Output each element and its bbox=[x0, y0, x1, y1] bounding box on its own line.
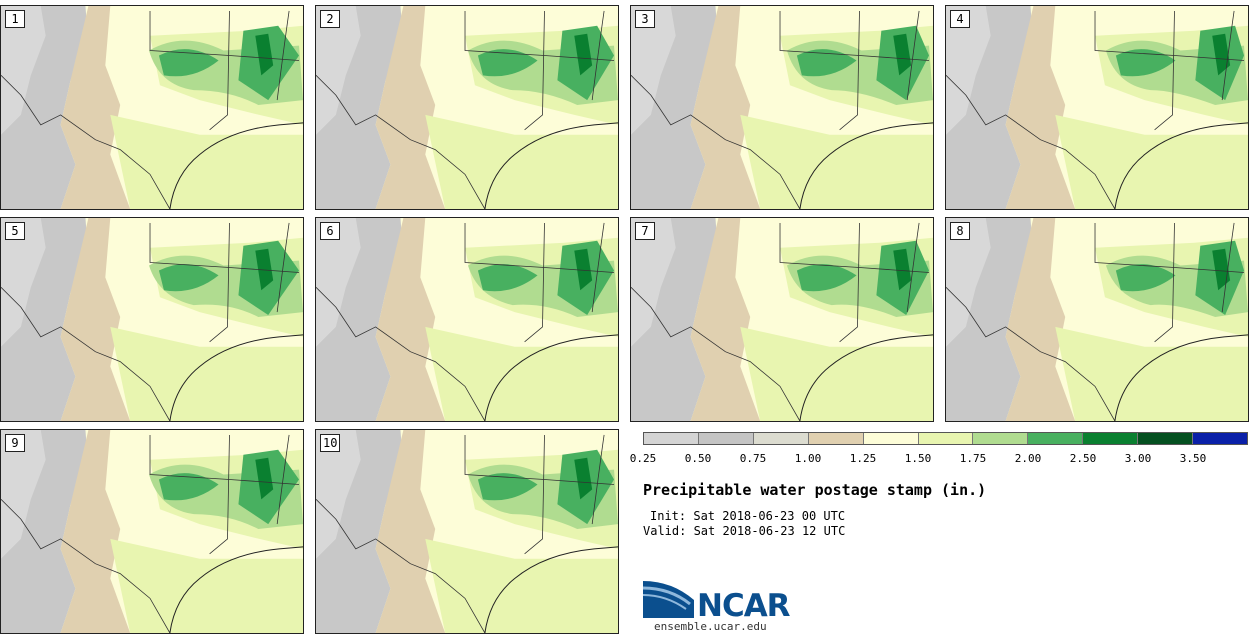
panel-number: 4 bbox=[950, 10, 970, 28]
colorbar-tick-label: 1.75 bbox=[959, 452, 987, 465]
colorbar-tick-label: 0.75 bbox=[739, 452, 767, 465]
map-panel: 7 bbox=[630, 217, 934, 422]
init-time: Init: Sat 2018-06-23 00 UTC bbox=[650, 509, 846, 523]
map-panel: 5 bbox=[0, 217, 304, 422]
page-title: Precipitable water postage stamp (in.) bbox=[643, 481, 987, 499]
panel-number: 1 bbox=[5, 10, 25, 28]
colorbar-tick-label: 1.50 bbox=[904, 452, 932, 465]
colorbar-segment bbox=[1028, 433, 1084, 444]
ncar-logo-text: NCAR bbox=[697, 588, 791, 624]
colorbar-segment bbox=[918, 433, 974, 444]
precip-water-map bbox=[946, 6, 1248, 209]
colorbar-tick-label: 3.50 bbox=[1179, 452, 1207, 465]
panel-number: 5 bbox=[5, 222, 25, 240]
colorbar-segment bbox=[808, 433, 864, 444]
precip-water-map bbox=[316, 218, 618, 421]
colorbar-segment bbox=[698, 433, 754, 444]
panel-number: 6 bbox=[320, 222, 340, 240]
map-panel: 8 bbox=[945, 217, 1249, 422]
precip-water-map bbox=[316, 6, 618, 209]
colorbar-segment bbox=[1083, 433, 1139, 444]
colorbar-tick-label: 0.50 bbox=[684, 452, 712, 465]
colorbar-tick-label: 3.00 bbox=[1124, 452, 1152, 465]
website-url[interactable]: ensemble.ucar.edu bbox=[654, 620, 767, 633]
panel-number: 7 bbox=[635, 222, 655, 240]
panel-number: 9 bbox=[5, 434, 25, 452]
ncar-logo-icon bbox=[642, 581, 694, 618]
valid-time: Valid: Sat 2018-06-23 12 UTC bbox=[643, 524, 846, 538]
colorbar-segment bbox=[973, 433, 1029, 444]
colorbar-tick-label: 2.00 bbox=[1014, 452, 1042, 465]
panel-number: 10 bbox=[320, 434, 341, 452]
colorbar-tick-label: 1.00 bbox=[794, 452, 822, 465]
colorbar-segment bbox=[1138, 433, 1194, 444]
colorbar-segment bbox=[644, 433, 699, 444]
colorbar-tick-label: 1.25 bbox=[849, 452, 877, 465]
map-panel: 3 bbox=[630, 5, 934, 210]
map-panel: 4 bbox=[945, 5, 1249, 210]
precip-water-map bbox=[631, 6, 933, 209]
colorbar-segment bbox=[753, 433, 809, 444]
panel-number: 8 bbox=[950, 222, 970, 240]
map-panel: 10 bbox=[315, 429, 619, 634]
map-panel: 9 bbox=[0, 429, 304, 634]
colorbar-segment bbox=[1193, 433, 1247, 444]
panel-number: 2 bbox=[320, 10, 340, 28]
map-panel: 6 bbox=[315, 217, 619, 422]
colorbar-tick-label: 2.50 bbox=[1069, 452, 1097, 465]
colorbar-tick-label: 0.25 bbox=[629, 452, 657, 465]
precip-water-map bbox=[946, 218, 1248, 421]
colorbar-segment bbox=[863, 433, 919, 444]
panel-number: 3 bbox=[635, 10, 655, 28]
precip-water-map bbox=[1, 6, 303, 209]
precip-water-map bbox=[316, 430, 618, 633]
precip-water-map bbox=[1, 218, 303, 421]
map-panel: 2 bbox=[315, 5, 619, 210]
colorbar bbox=[643, 432, 1248, 445]
precip-water-map bbox=[1, 430, 303, 633]
map-panel: 1 bbox=[0, 5, 304, 210]
precip-water-map bbox=[631, 218, 933, 421]
